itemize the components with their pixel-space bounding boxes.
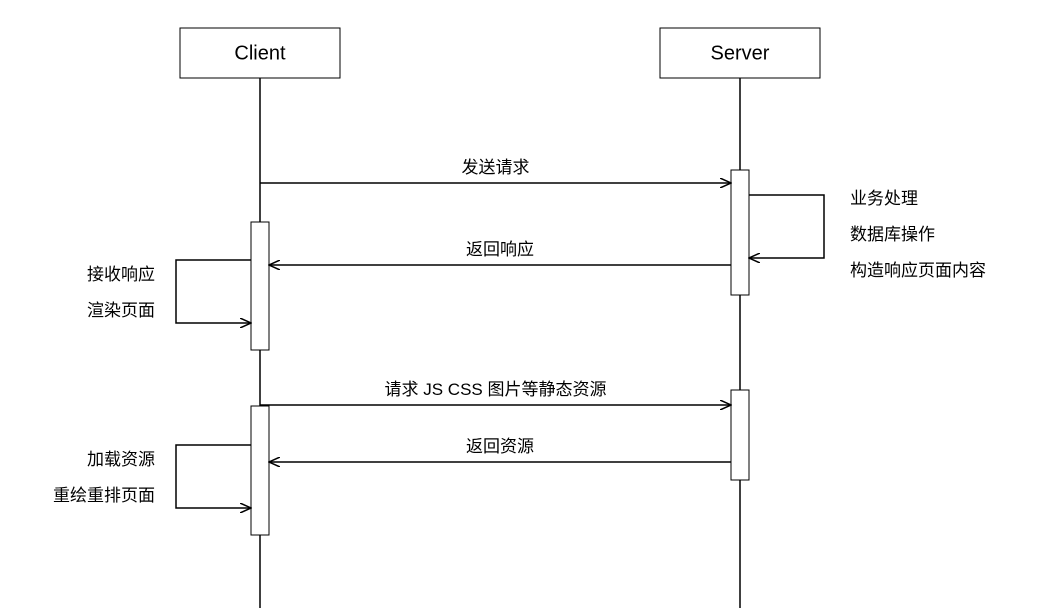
self-loop-s2 [176,260,251,323]
actor-label-server: Server [711,42,770,64]
activation-server-2 [731,170,749,295]
actor-label-client: Client [234,42,286,64]
message-label-m4: 返回资源 [466,437,534,456]
self-loop-label-s1-1: 数据库操作 [850,225,935,244]
self-loop-label-s1-2: 构造响应页面内容 [850,261,986,280]
self-loop-label-s2-1: 渲染页面 [87,301,155,320]
activation-server-3 [731,390,749,480]
sequence-diagram: Client Server 发送请求返回响应请求 JS CSS 图片等静态资源返回资… [0,0,1064,616]
self-loop-s1 [749,195,824,258]
message-label-m2: 返回响应 [466,240,534,259]
self-loop-s3 [176,445,251,508]
activation-client-1 [251,406,269,535]
self-loop-label-s1-0: 业务处理 [850,189,918,208]
self-loop-label-s3-0: 加载资源 [87,450,155,469]
activation-client-0 [251,222,269,350]
message-label-m3: 请求 JS CSS 图片等静态资源 [385,380,607,399]
message-label-m1: 发送请求 [462,158,530,177]
self-loop-label-s2-0: 接收响应 [87,265,155,284]
self-loop-label-s3-1: 重绘重排页面 [53,486,155,505]
